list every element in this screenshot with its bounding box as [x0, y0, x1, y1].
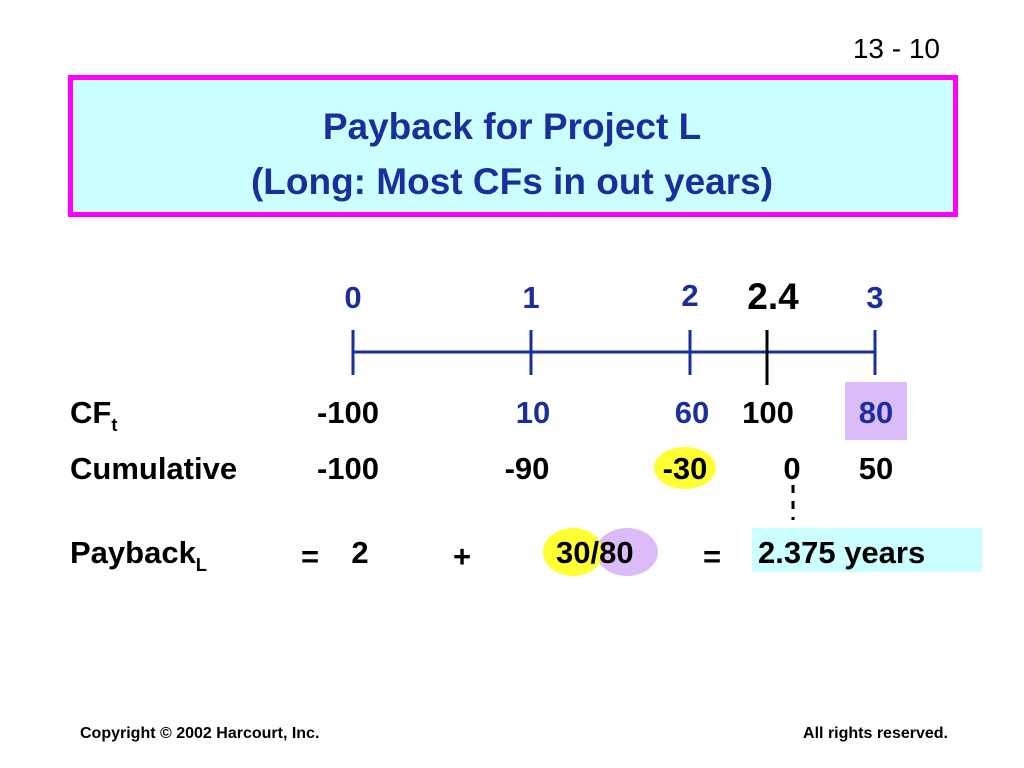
highlight-ellipse [543, 528, 603, 576]
subscript: L [195, 555, 207, 575]
cell: 80 [858, 395, 894, 430]
subscript: t [111, 415, 118, 435]
timeline-label: 1 [522, 280, 540, 315]
operator: / [590, 535, 600, 570]
numerator: 30 [556, 535, 591, 570]
operator: = [300, 539, 320, 574]
denominator: 80 [599, 535, 634, 570]
timeline-label: 2 [681, 278, 699, 313]
row-label: Cumulative [70, 451, 238, 486]
title-line: Payback for Project L [322, 106, 702, 147]
cell: 0 [783, 451, 801, 486]
highlight-ellipse [654, 447, 716, 489]
cell: -100 [316, 395, 380, 430]
result: 2.375 years [758, 535, 926, 570]
row-label-text: Payback [70, 535, 196, 570]
timeline-label: 3 [866, 280, 884, 315]
row-label: CFt [70, 397, 117, 434]
cell: -100 [316, 451, 380, 486]
cell: 50 [858, 451, 894, 486]
cell: 100 [742, 395, 794, 430]
highlight-box [752, 528, 982, 572]
cell: 10 [515, 395, 551, 430]
highlight-ellipse [596, 528, 658, 576]
operator: + [452, 539, 472, 574]
title-box [68, 75, 958, 217]
fraction: 30/80 [556, 537, 634, 568]
cell: -90 [504, 451, 550, 486]
timeline-label: 0 [344, 280, 362, 315]
cell: -30 [662, 451, 708, 486]
timeline-label: 2.4 [747, 276, 799, 317]
footer-right: All rights reserved. [803, 725, 948, 742]
cell: 60 [674, 395, 710, 430]
highlight-box [845, 382, 907, 440]
slide-number: 13 - 10 [852, 33, 940, 64]
footer-left: Copyright © 2002 Harcourt, Inc. [80, 725, 320, 742]
operator: = [702, 539, 722, 574]
term: 2 [351, 535, 369, 570]
row-label-text: CF [70, 395, 112, 430]
title-line: (Long: Most CFs in out years) [250, 161, 774, 202]
row-label: PaybackL [70, 537, 207, 574]
